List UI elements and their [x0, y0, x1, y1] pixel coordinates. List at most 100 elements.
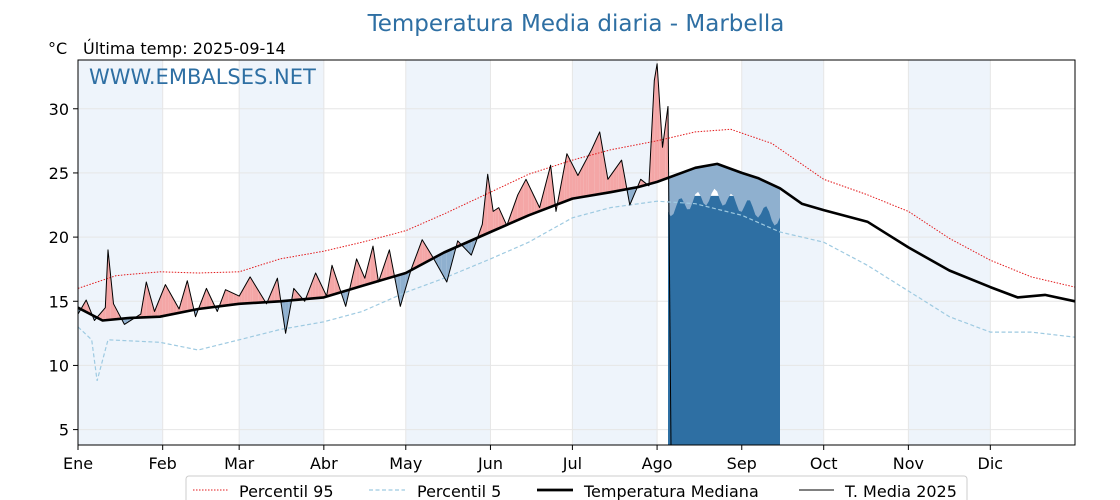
anomaly-above-segment	[231, 292, 234, 305]
anomaly-above-segment	[209, 294, 212, 308]
anomaly-above-segment	[550, 165, 554, 207]
legend-label-median: Temperatura Mediana	[583, 482, 759, 500]
y-tick-label: 10	[49, 356, 69, 375]
anomaly-above-segment	[659, 105, 663, 181]
anomaly-above-segment	[329, 265, 332, 296]
anomaly-above-segment	[651, 80, 655, 184]
anomaly-above-segment	[116, 309, 119, 320]
anomaly-above-segment	[244, 281, 248, 304]
anomaly-above-segment	[561, 168, 565, 203]
last-temp-label: Última temp: 2025-09-14	[83, 39, 286, 58]
anomaly-above-segment	[621, 160, 625, 191]
anomaly-below-segment	[449, 248, 453, 272]
anomaly-above-segment	[654, 63, 658, 183]
x-tick-label: Ago	[642, 454, 673, 473]
anomaly-above-segment	[547, 165, 551, 208]
legend: Percentil 95 Percentil 5 Temperatura Med…	[185, 475, 968, 500]
anomaly-above-segment	[528, 185, 532, 216]
anomaly-above-segment	[572, 164, 576, 199]
y-tick-label: 5	[59, 421, 69, 440]
y-tick-label: 15	[49, 292, 69, 311]
x-tick-label: Jun	[477, 454, 503, 473]
x-tick-label: Ene	[63, 454, 93, 473]
anomaly-below-segment	[397, 274, 401, 307]
data-gap-band	[668, 163, 780, 226]
series-median-line	[77, 162, 1076, 322]
anomaly-above-segment	[181, 290, 185, 313]
anomaly-above-segment	[176, 304, 180, 314]
anomaly-above-segment	[187, 280, 190, 312]
anomaly-above-segment	[662, 126, 666, 180]
anomaly-above-segment	[575, 170, 578, 199]
legend-label-current: T. Media 2025	[844, 482, 957, 500]
month-band	[78, 60, 163, 445]
anomaly-above-segment	[424, 244, 428, 263]
x-tick-label: Feb	[149, 454, 177, 473]
anomaly-above-segment	[501, 213, 505, 228]
anomaly-above-segment	[373, 246, 376, 283]
anomaly-above-segment	[520, 184, 524, 219]
anomaly-above-segment	[523, 179, 526, 218]
anomaly-above-segment	[577, 170, 581, 198]
anomaly-above-segment	[580, 165, 584, 198]
x-tick-label: Sep	[727, 454, 757, 473]
anomaly-above-segment	[610, 171, 614, 193]
x-tick-label: Dic	[978, 454, 1004, 473]
month-band	[239, 60, 324, 445]
anomaly-above-segment	[173, 299, 177, 314]
y-tick-label: 30	[49, 100, 69, 119]
anomaly-above-segment	[493, 209, 496, 231]
y-tick-label: 20	[49, 228, 69, 247]
anomaly-above-segment	[334, 273, 338, 295]
anomaly-above-segment	[203, 288, 207, 309]
anomaly-above-segment	[607, 175, 611, 193]
anomaly-above-segment	[566, 153, 570, 201]
anomaly-above-segment	[605, 163, 608, 194]
anomaly-above-segment	[83, 300, 87, 312]
anomaly-above-segment	[252, 281, 256, 303]
x-tick-label: Mar	[224, 454, 255, 473]
data-gap-area	[668, 195, 780, 445]
month-band	[908, 60, 991, 445]
anomaly-above-segment	[362, 271, 365, 286]
anomaly-above-segment	[495, 207, 499, 230]
anomaly-below-segment	[282, 300, 286, 334]
anomaly-below-segment	[285, 300, 289, 334]
anomaly-above-segment	[616, 163, 619, 192]
anomaly-above-segment	[102, 307, 106, 321]
anomaly-above-segment	[490, 192, 494, 232]
anomaly-below-segment	[343, 290, 346, 307]
plot-area: 5 10 15 20 25 30 Ene Feb Mar Abr May Jun Jul Ago Sep Oc…	[49, 59, 1076, 473]
anomaly-above-segment	[512, 202, 515, 223]
anomaly-above-segment	[542, 186, 546, 211]
anomaly-above-segment	[583, 160, 587, 197]
legend-box	[185, 475, 968, 500]
anomaly-above-segment	[356, 258, 360, 288]
anomaly-above-segment	[613, 167, 617, 192]
anomaly-above-segment	[422, 239, 425, 265]
anomaly-above-segment	[222, 289, 226, 306]
current-drop-line	[667, 106, 672, 446]
unit-label: °C	[48, 39, 67, 58]
anomaly-above-segment	[588, 149, 592, 196]
anomaly-above-segment	[168, 289, 171, 315]
anomaly-above-segment	[170, 294, 174, 315]
anomaly-below-segment	[468, 240, 472, 256]
watermark-text: WWW.EMBALSES.NET	[89, 65, 316, 89]
plot-frame	[77, 59, 1076, 446]
anomaly-above-segment	[143, 282, 147, 318]
series-current-line	[77, 63, 669, 334]
anomaly-above-segment	[531, 190, 535, 215]
legend-label-p95: Percentil 95	[239, 482, 334, 500]
anomaly-above-segment	[315, 273, 319, 299]
anomaly-above-segment	[228, 291, 231, 306]
anomaly-above-segment	[233, 293, 237, 305]
anomaly-above-segment	[310, 280, 313, 299]
x-tick-label: Abr	[310, 454, 338, 473]
series-p95-line	[77, 128, 1076, 289]
anomaly-above-segment	[296, 291, 300, 300]
anomaly-above-segment	[485, 174, 488, 235]
anomaly-below-segment	[441, 252, 444, 278]
anomaly-below-segment	[403, 273, 406, 298]
